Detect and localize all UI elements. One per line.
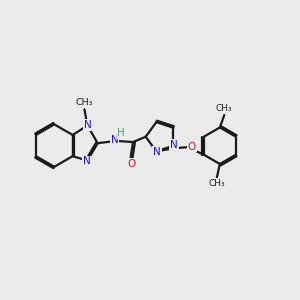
Text: N: N	[82, 157, 90, 166]
Text: H: H	[118, 128, 125, 138]
Text: N: N	[153, 147, 161, 157]
Text: CH₃: CH₃	[208, 179, 225, 188]
Text: CH₃: CH₃	[216, 104, 232, 113]
Text: N: N	[83, 120, 91, 130]
Text: N: N	[111, 135, 118, 145]
Text: N: N	[170, 140, 178, 150]
Text: O: O	[128, 159, 136, 169]
Text: O: O	[188, 142, 196, 152]
Text: CH₃: CH₃	[76, 98, 93, 107]
